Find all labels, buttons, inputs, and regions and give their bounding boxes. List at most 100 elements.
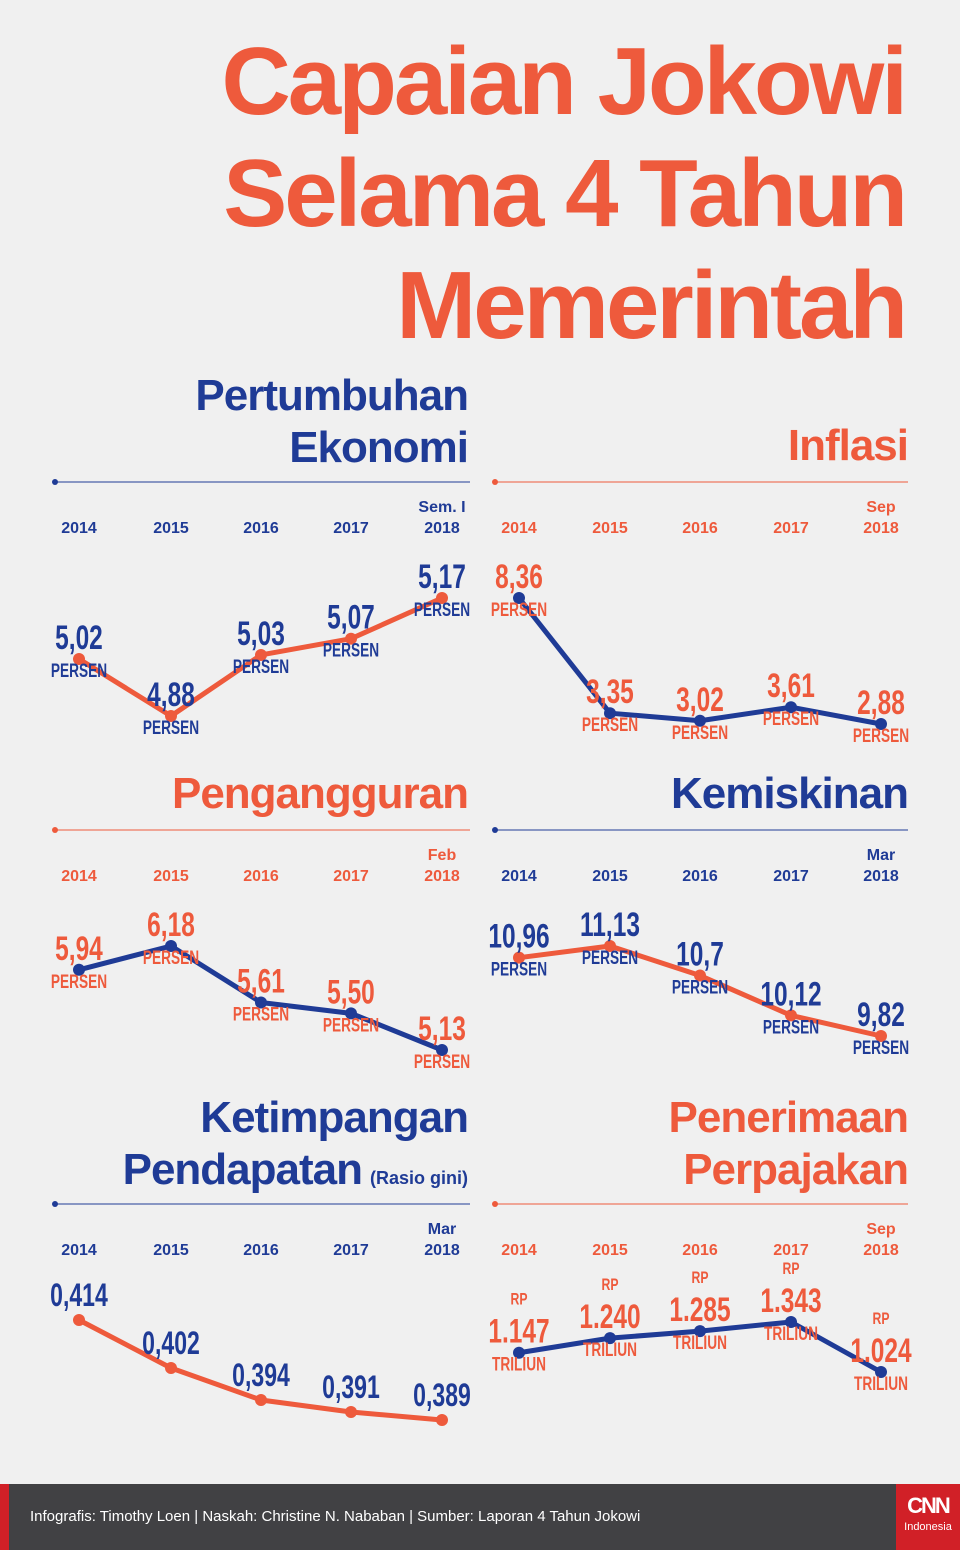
unit-label: PERSEN	[323, 639, 379, 661]
year-label: 2015	[592, 520, 628, 537]
panel-title-unemployment: Pengangguran	[171, 769, 469, 818]
unit-label: PERSEN	[763, 1016, 819, 1038]
unit-label: PERSEN	[233, 1003, 289, 1025]
panel-title-tax: Penerimaan Perpajakan	[668, 1092, 909, 1196]
data-point	[345, 1007, 357, 1020]
unit-label: PERSEN	[143, 717, 199, 739]
data-point	[73, 1314, 85, 1326]
value-label: 10,7	[676, 936, 724, 974]
year-label: Sem. I	[418, 499, 465, 516]
year-label: 2015	[592, 868, 628, 885]
axis-dot	[52, 479, 58, 485]
year-label: 2014	[61, 1242, 97, 1259]
unit-label: PERSEN	[51, 660, 107, 682]
value-label: 5,07	[327, 599, 375, 637]
year-label: 2018	[424, 520, 460, 537]
value-label: 5,13	[418, 1010, 466, 1048]
title-text: Penerimaan	[668, 1093, 909, 1142]
title-text: Pertumbuhan	[195, 371, 469, 420]
value-label: 11,13	[580, 906, 640, 944]
title-text: Ketimpangan	[200, 1093, 469, 1142]
year-label: 2017	[773, 520, 809, 537]
year-label: 2015	[153, 1242, 189, 1259]
unit-label: PERSEN	[672, 722, 728, 744]
data-point	[604, 707, 616, 720]
value-label: 1.147	[488, 1313, 549, 1351]
year-label: Mar	[428, 1221, 456, 1238]
value-label: 0,402	[142, 1325, 200, 1361]
value-label: 1.285	[669, 1291, 730, 1329]
data-point	[875, 718, 887, 730]
data-point	[694, 714, 706, 727]
year-label: Feb	[428, 847, 457, 864]
value-label: 6,18	[147, 906, 195, 944]
value-label: 9,82	[857, 996, 905, 1034]
panel-title-inflation: Inflasi	[787, 421, 909, 470]
title-line: Capaian Jokowi	[221, 28, 908, 135]
year-label: 2017	[773, 868, 809, 885]
year-label: 2018	[424, 1242, 460, 1259]
year-label: 2018	[863, 868, 899, 885]
credits: Infografis: Timothy Loen | Naskah: Chris…	[30, 1508, 641, 1525]
title-text: Pendapatan (Rasio gini)	[122, 1145, 468, 1194]
prefix-label: RP	[511, 1291, 528, 1309]
year-label: Mar	[867, 847, 895, 864]
axis-dot	[52, 827, 58, 833]
value-label: 1.240	[579, 1298, 640, 1336]
unit-label: PERSEN	[582, 947, 638, 969]
data-point	[165, 940, 177, 952]
data-point	[436, 592, 448, 604]
data-point	[345, 632, 357, 645]
panel-title-growth: Pertumbuhan Ekonomi	[195, 370, 469, 474]
value-label: 10,96	[488, 918, 549, 956]
year-label: 2014	[61, 868, 97, 885]
unit-label: PERSEN	[414, 1051, 470, 1073]
data-point	[604, 1332, 616, 1345]
value-label: 3,02	[676, 681, 724, 719]
year-label: 2014	[501, 1242, 537, 1259]
data-point	[785, 1009, 797, 1022]
value-label: 2,88	[857, 684, 905, 722]
value-label: 10,12	[760, 976, 821, 1014]
value-label: 5,94	[55, 930, 103, 968]
year-label: 2016	[682, 520, 718, 537]
unit-label: PERSEN	[491, 958, 547, 980]
value-label: 3,35	[586, 673, 634, 711]
year-label: 2014	[501, 868, 537, 885]
value-label: 5,17	[418, 558, 466, 596]
year-label: 2016	[243, 520, 279, 537]
data-point	[604, 940, 616, 952]
data-point	[165, 1362, 177, 1374]
data-point	[694, 1325, 706, 1338]
year-label: 2018	[424, 868, 460, 885]
year-label: 2017	[333, 1242, 369, 1259]
data-point	[785, 1316, 797, 1328]
panel-title-inequality: Ketimpangan Pendapatan (Rasio gini)	[122, 1092, 469, 1204]
axis-dot	[492, 827, 498, 833]
year-label: 2017	[333, 520, 369, 537]
unit-label: PERSEN	[853, 725, 909, 747]
value-label: 0,391	[322, 1369, 380, 1405]
value-label: 5,61	[237, 963, 285, 1001]
value-label: 8,36	[495, 558, 543, 596]
year-label: 2016	[243, 1242, 279, 1259]
data-point	[165, 710, 177, 722]
unit-label: PERSEN	[143, 947, 199, 969]
data-point	[255, 1394, 267, 1406]
unit-label: TRILIUN	[764, 1323, 818, 1345]
data-point	[345, 1406, 357, 1418]
title-line: Memerintah	[396, 252, 908, 359]
main-title: Capaian Jokowi Selama 4 Tahun Memerintah	[221, 26, 908, 362]
axis-dot	[52, 1201, 58, 1207]
title-text: Perpajakan	[683, 1145, 909, 1194]
data-point	[875, 1030, 887, 1042]
year-label: 2014	[61, 520, 97, 537]
axis-dot	[492, 479, 498, 485]
data-point	[513, 1346, 525, 1359]
subtitle: (Rasio gini)	[370, 1168, 468, 1188]
unit-label: PERSEN	[853, 1037, 909, 1059]
unit-label: TRILIUN	[492, 1354, 546, 1376]
data-point	[694, 969, 706, 982]
year-label: Sep	[866, 1221, 896, 1238]
cnn-logo: CNN Indonesia	[896, 1484, 960, 1550]
